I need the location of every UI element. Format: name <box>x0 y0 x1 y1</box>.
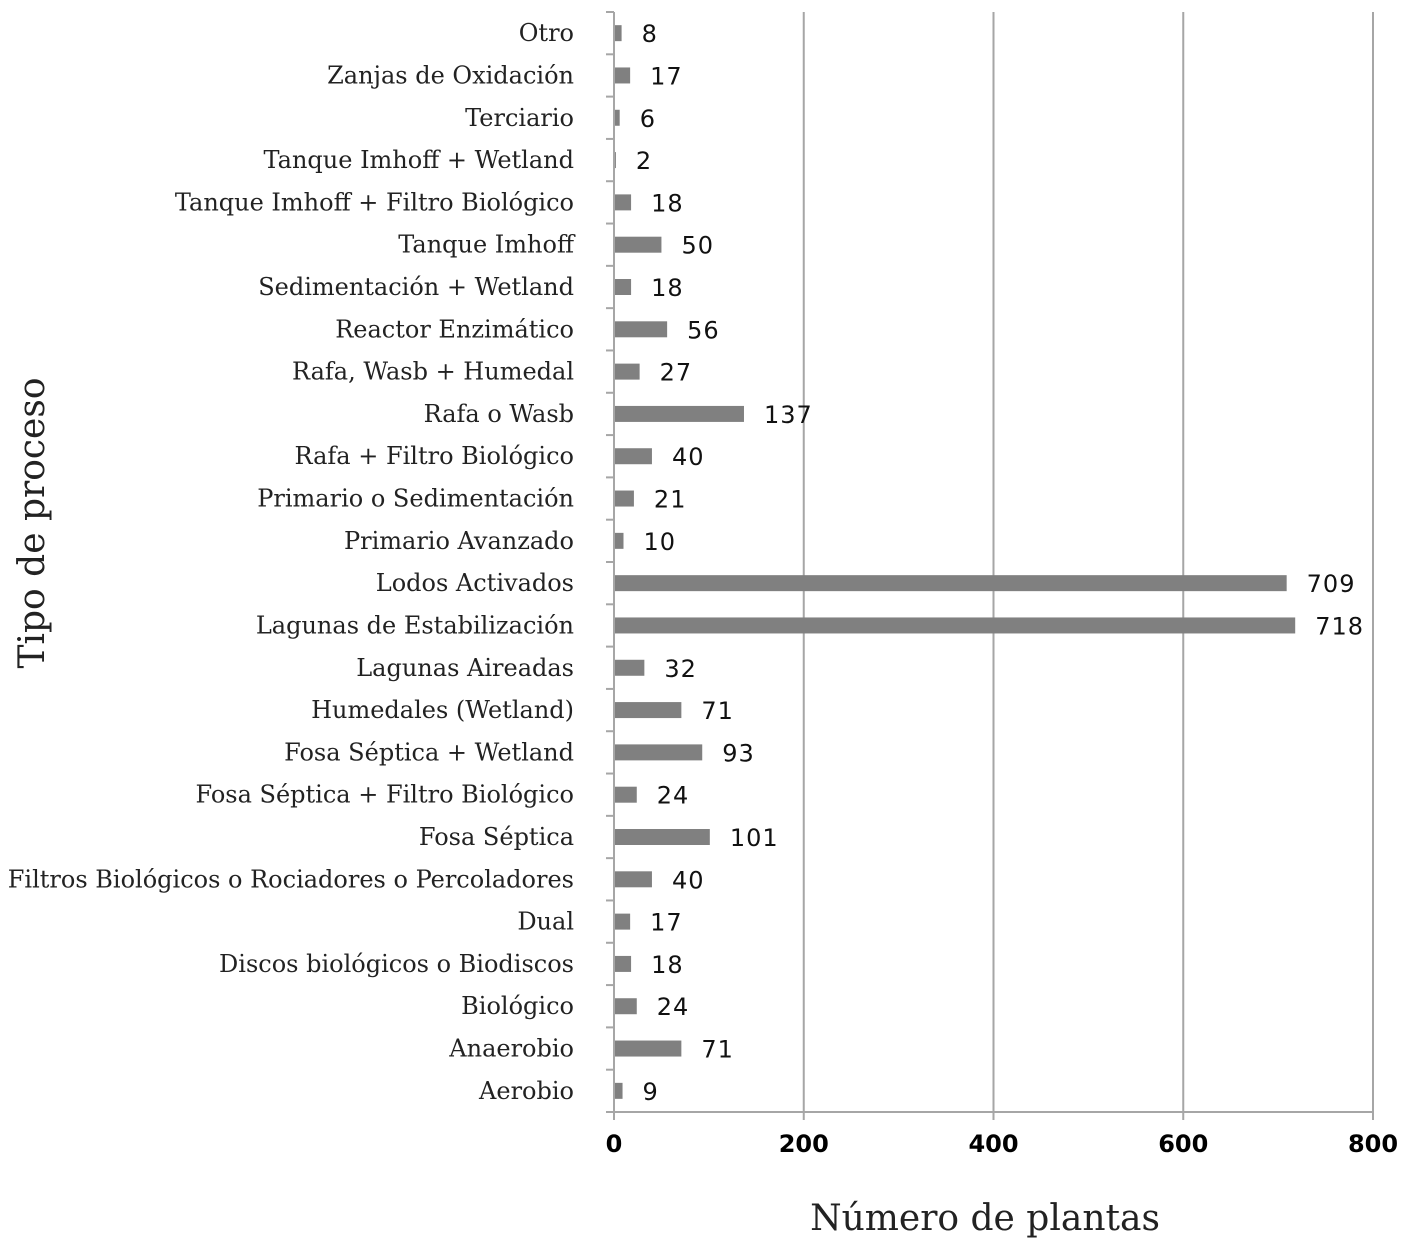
category-label: Dual <box>517 908 574 936</box>
category-label: Filtros Biológicos o Rociadores o Percol… <box>8 865 574 893</box>
category-label: Aerobio <box>478 1077 574 1105</box>
data-label: 27 <box>660 359 693 387</box>
data-label: 24 <box>657 993 690 1021</box>
data-label: 18 <box>651 274 684 302</box>
category-label: Discos biológicos o Biodiscos <box>219 950 574 978</box>
bar <box>614 829 710 845</box>
x-tick-label: 600 <box>1158 1130 1208 1158</box>
data-label: 18 <box>651 951 684 979</box>
category-label: Lagunas de Estabilización <box>256 611 574 639</box>
category-label: Fosa Séptica <box>419 823 574 851</box>
data-label: 709 <box>1307 570 1356 598</box>
data-label: 40 <box>672 443 705 471</box>
bar <box>614 279 632 295</box>
grid-lines <box>802 12 1374 1112</box>
bar <box>614 871 652 888</box>
value-labels: 8176218501856271374021107097183271932410… <box>636 20 1364 1106</box>
category-label: Primario o Sedimentación <box>257 485 574 513</box>
x-tick-label: 0 <box>606 1130 623 1158</box>
x-tick-label: 400 <box>968 1130 1018 1158</box>
axes <box>606 11 1374 1120</box>
data-label: 18 <box>651 189 684 217</box>
bar <box>614 532 624 549</box>
category-label: Lodos Activados <box>376 569 574 597</box>
x-tick-label: 200 <box>779 1130 829 1158</box>
x-tick-labels: 0 200 400 600 800 <box>606 1130 1398 1158</box>
bar <box>614 744 703 761</box>
bar <box>614 659 645 676</box>
category-label: Tanque Imhoff <box>398 231 576 259</box>
data-label: 718 <box>1315 612 1364 640</box>
bar <box>614 617 1296 634</box>
bar <box>614 575 1287 592</box>
bars <box>614 25 1296 1099</box>
x-axis-label: Número de plantas <box>810 1198 1160 1239</box>
bar <box>614 702 682 719</box>
data-label: 93 <box>722 739 755 767</box>
category-label: Rafa o Wasb <box>424 400 574 428</box>
category-label: Primario Avanzado <box>344 527 574 555</box>
data-label: 71 <box>701 1036 734 1064</box>
bar <box>614 955 632 972</box>
bar <box>614 1082 623 1099</box>
data-label: 8 <box>642 20 658 48</box>
category-label: Zanjas de Oxidación <box>327 61 574 89</box>
category-label: Fosa Séptica + Wetland <box>284 738 574 766</box>
data-label: 24 <box>657 782 690 810</box>
data-label: 17 <box>650 62 683 90</box>
bar <box>614 25 622 42</box>
data-label: 101 <box>730 824 779 852</box>
bar <box>614 448 652 465</box>
bar <box>614 67 631 84</box>
category-label: Fosa Séptica + Filtro Biológico <box>195 781 574 809</box>
data-label: 137 <box>764 401 813 429</box>
bar <box>614 363 640 380</box>
bar <box>614 490 634 507</box>
bar <box>614 405 744 422</box>
category-labels: Otro Zanjas de Oxidación Terciario Tanque I… <box>8 19 576 1105</box>
data-label: 17 <box>650 909 683 937</box>
bar <box>614 1040 682 1057</box>
category-label: Tanque Imhoff + Wetland <box>264 146 575 174</box>
category-label: Rafa, Wasb + Humedal <box>292 358 574 386</box>
bar <box>614 321 668 338</box>
category-label: Sedimentación + Wetland <box>258 273 574 301</box>
data-label: 6 <box>640 105 656 133</box>
category-label: Humedales (Wetland) <box>311 696 574 724</box>
data-label: 71 <box>701 697 734 725</box>
data-label: 9 <box>643 1078 659 1106</box>
data-label: 40 <box>672 866 705 894</box>
bar <box>614 194 632 211</box>
bar <box>614 786 637 803</box>
data-label: 10 <box>643 528 676 556</box>
y-axis-label: Tipo de proceso <box>12 377 53 668</box>
data-label: 32 <box>664 655 697 683</box>
category-label: Biológico <box>461 992 574 1020</box>
x-tick-label: 800 <box>1348 1130 1398 1158</box>
data-label: 50 <box>681 232 714 260</box>
bar <box>614 998 637 1015</box>
bar <box>614 109 620 126</box>
data-label: 56 <box>687 316 720 344</box>
bar <box>614 913 631 930</box>
category-label: Rafa + Filtro Biológico <box>294 442 574 470</box>
data-label: 2 <box>636 147 652 175</box>
category-label: Otro <box>519 19 574 47</box>
category-label: Reactor Enzimático <box>335 315 574 343</box>
bar <box>614 236 662 253</box>
category-label: Anaerobio <box>448 1035 574 1063</box>
category-label: Terciario <box>465 104 574 132</box>
data-label: 21 <box>654 486 687 514</box>
category-label: Lagunas Aireadas <box>356 654 574 682</box>
category-label: Tanque Imhoff + Filtro Biológico <box>175 188 574 216</box>
